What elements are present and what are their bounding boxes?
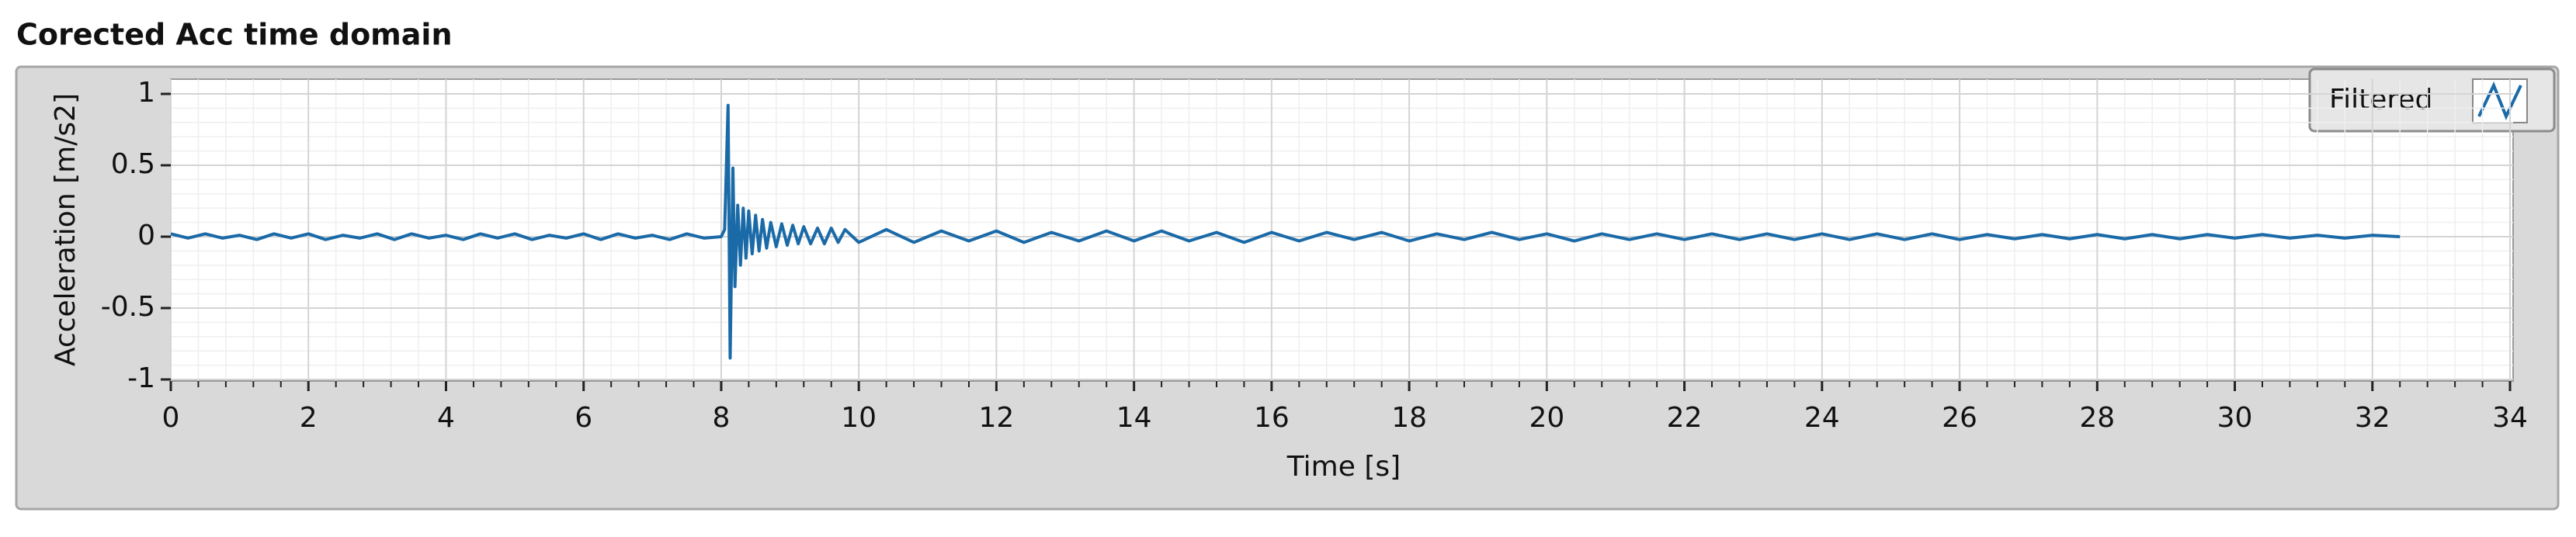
x-tick-label: 6 bbox=[575, 402, 592, 434]
y-tick-label: -1 bbox=[127, 362, 155, 394]
plot-layer bbox=[170, 103, 2401, 360]
y-tick-label: -0.5 bbox=[101, 291, 155, 323]
x-tick-label: 32 bbox=[2355, 402, 2390, 434]
x-tick-label: 18 bbox=[1391, 402, 1427, 434]
x-tick-label: 28 bbox=[2079, 402, 2115, 434]
legend-swatch[interactable] bbox=[2472, 78, 2528, 123]
y-tick-label: 0 bbox=[137, 220, 155, 251]
x-tick-label: 0 bbox=[162, 402, 180, 434]
x-tick-label: 26 bbox=[1942, 402, 1977, 434]
legend-swatch-line bbox=[2477, 81, 2522, 120]
x-tick-label: 10 bbox=[841, 402, 877, 434]
x-tick-label: 34 bbox=[2492, 402, 2528, 434]
legend-label[interactable]: Filtered bbox=[2329, 84, 2432, 116]
legend[interactable]: Filtered bbox=[2308, 68, 2556, 133]
x-tick-label: 22 bbox=[1667, 402, 1703, 434]
x-tick-label: 20 bbox=[1529, 402, 1564, 434]
chart-title: Corected Acc time domain bbox=[16, 18, 453, 52]
plot-area bbox=[170, 78, 2514, 382]
x-tick-label: 12 bbox=[979, 402, 1015, 434]
y-tick-label: 1 bbox=[137, 77, 155, 109]
y-axis-label: Acceleration [m/s2] bbox=[50, 93, 82, 366]
data-line bbox=[170, 103, 2401, 360]
x-axis-label: Time [s] bbox=[1286, 451, 1401, 483]
x-tick-label: 30 bbox=[2217, 402, 2253, 434]
y-tick-label: 0.5 bbox=[111, 148, 155, 180]
x-tick-label: 14 bbox=[1116, 402, 1152, 434]
x-tick-label: 4 bbox=[437, 402, 455, 434]
x-tick-label: 24 bbox=[1804, 402, 1840, 434]
x-tick-label: 2 bbox=[300, 402, 318, 434]
x-tick-label: 8 bbox=[712, 402, 730, 434]
x-tick-label: 16 bbox=[1254, 402, 1290, 434]
